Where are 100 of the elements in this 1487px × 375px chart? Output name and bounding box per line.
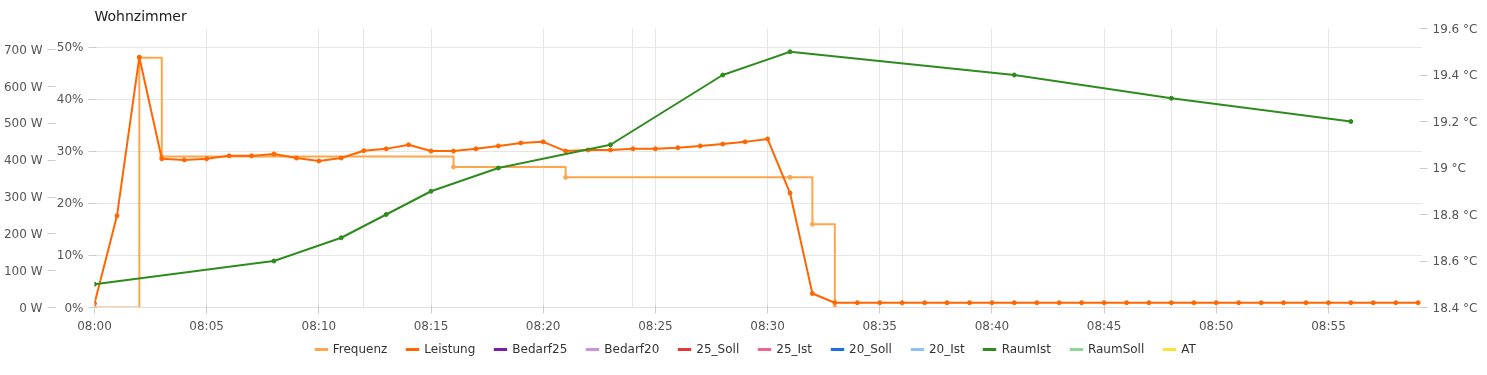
y3-tick-label: 18.6 °C — [1432, 254, 1478, 268]
point — [563, 174, 569, 180]
y-tick-label: 300 W — [3, 190, 43, 205]
y3-tick-label: 18.4 °C — [1432, 300, 1478, 315]
point — [1168, 95, 1174, 101]
point — [563, 148, 569, 154]
point — [338, 235, 344, 241]
point — [451, 164, 457, 170]
legend-label: 20_Ist — [928, 342, 965, 356]
y-tick-label: 0 W — [19, 300, 43, 315]
point — [406, 142, 412, 148]
point — [1034, 300, 1040, 306]
legend-label: 20_Soll — [849, 342, 892, 356]
x-tick-label: 08:25 — [638, 318, 673, 333]
point — [338, 155, 344, 161]
legend-label: Bedarf25 — [512, 342, 568, 356]
y-tick-label: 100 W — [3, 263, 43, 278]
point — [787, 49, 793, 55]
point — [787, 190, 793, 196]
y-tick-label: 400 W — [3, 153, 43, 168]
legend-label: 25_Soll — [696, 342, 740, 356]
x-tick-label: 08:10 — [301, 318, 337, 333]
legend-label: Frequenz — [332, 342, 388, 356]
point — [742, 139, 748, 145]
legend-label: RaumSoll — [1087, 342, 1145, 356]
point — [1303, 300, 1309, 306]
point — [451, 148, 457, 154]
point — [1325, 300, 1331, 306]
point — [966, 300, 972, 306]
point — [1348, 119, 1354, 124]
point — [1146, 300, 1152, 306]
legend-label: 25_Ist — [776, 342, 813, 356]
point — [249, 153, 255, 159]
point — [899, 300, 905, 306]
point — [383, 212, 389, 217]
point — [1348, 300, 1354, 306]
y-tick-label: 700 W — [3, 42, 43, 57]
point — [1011, 72, 1017, 78]
point — [271, 258, 277, 264]
point — [428, 188, 434, 194]
point — [293, 155, 299, 161]
point — [832, 300, 838, 306]
y2-tick-label: 40% — [56, 92, 84, 107]
x-tick-label: 08:50 — [1198, 318, 1234, 333]
y3-tick-label: 19.4 °C — [1432, 68, 1478, 82]
y3-tick-label: 19 °C — [1432, 161, 1466, 175]
legend-label: Bedarf20 — [604, 342, 660, 356]
point — [361, 148, 367, 154]
point — [944, 300, 950, 306]
x-tick-label: 08:30 — [750, 318, 785, 333]
chart-title: Wohnzimmer — [94, 7, 187, 24]
legend-label: Leistung — [424, 342, 476, 356]
x-tick-label: 08:05 — [189, 318, 224, 333]
point — [1101, 300, 1107, 306]
point — [720, 72, 726, 78]
y2-tick-label: 10% — [56, 248, 84, 263]
y3-tick-label: 19.2 °C — [1432, 114, 1478, 129]
point — [518, 140, 524, 146]
point — [1079, 300, 1085, 306]
point — [428, 148, 434, 154]
y2-tick-label: 20% — [56, 196, 84, 211]
y-tick-label: 200 W — [3, 226, 43, 241]
point — [1370, 300, 1376, 306]
point — [1393, 300, 1399, 306]
point — [697, 143, 703, 149]
point — [271, 151, 277, 157]
x-tick-label: 08:45 — [1086, 318, 1122, 333]
point — [675, 145, 681, 151]
y3-tick-label: 19.6 °C — [1432, 21, 1478, 36]
y2-tick-label: 0% — [64, 300, 84, 315]
point — [204, 156, 210, 162]
y2-tick-label: 30% — [56, 144, 84, 159]
x-tick-label: 08:00 — [77, 318, 112, 333]
x-tick-label: 08:55 — [1311, 318, 1346, 333]
point — [540, 139, 546, 145]
point — [630, 146, 636, 152]
point — [383, 146, 389, 152]
point — [1168, 300, 1174, 306]
point — [720, 141, 726, 147]
point — [1415, 300, 1421, 306]
point — [316, 158, 322, 164]
point — [877, 300, 883, 306]
point — [765, 136, 771, 142]
point — [809, 221, 815, 227]
point — [181, 157, 187, 163]
point — [226, 153, 232, 159]
point — [473, 146, 479, 152]
point — [607, 142, 613, 148]
point — [1213, 300, 1219, 306]
point — [854, 300, 860, 306]
point — [495, 165, 501, 171]
x-tick-label: 08:35 — [862, 318, 897, 333]
y2-tick-label: 50% — [56, 40, 84, 55]
point — [1011, 300, 1017, 306]
point — [114, 213, 120, 219]
y-tick-label: 500 W — [3, 116, 43, 131]
point — [1124, 300, 1130, 306]
point — [989, 300, 995, 306]
point — [787, 174, 793, 180]
x-tick-label: 08:15 — [413, 318, 449, 333]
